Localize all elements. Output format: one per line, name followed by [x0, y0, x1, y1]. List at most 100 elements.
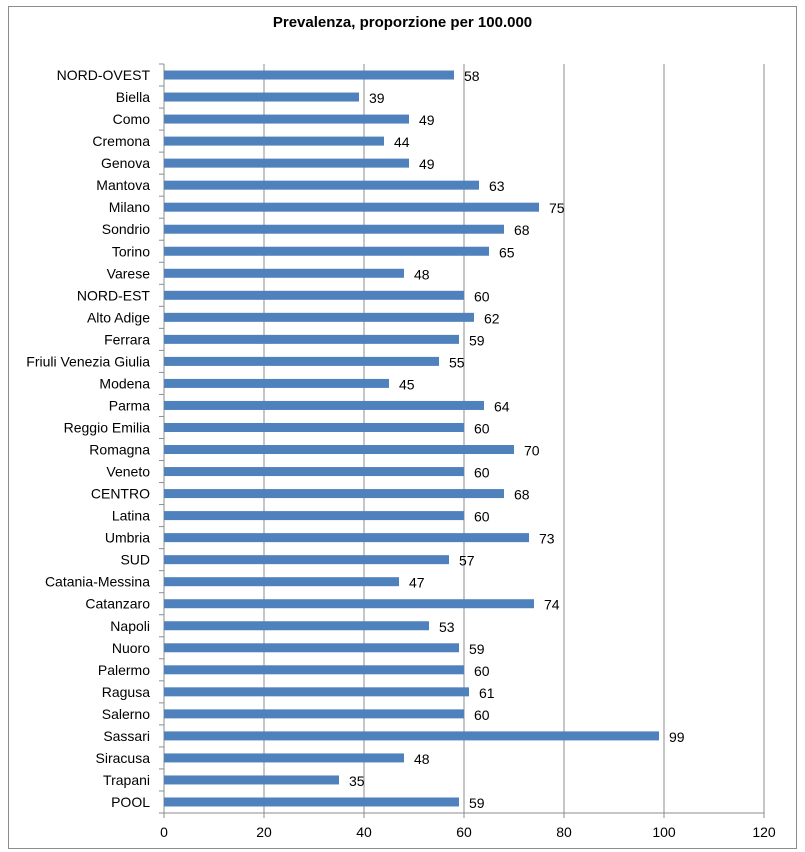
bar	[164, 665, 464, 675]
value-label: 58	[464, 68, 480, 84]
bar	[164, 599, 534, 609]
category-label: Ragusa	[102, 684, 150, 700]
category-label: Umbria	[105, 530, 150, 546]
x-tick-label: 0	[160, 824, 168, 840]
category-label: SUD	[120, 552, 150, 568]
x-tick-label: 120	[752, 824, 776, 840]
bar	[164, 731, 659, 741]
value-label: 63	[489, 178, 505, 194]
value-label: 99	[669, 729, 685, 745]
value-label: 68	[514, 222, 530, 238]
bars	[164, 70, 659, 807]
bar	[164, 312, 474, 322]
bar	[164, 114, 409, 124]
value-label: 60	[474, 509, 490, 525]
bar	[164, 356, 439, 366]
category-label: Nuoro	[112, 640, 150, 656]
bar	[164, 797, 459, 807]
bar	[164, 136, 384, 146]
bar	[164, 775, 339, 785]
category-label: Como	[113, 111, 151, 127]
chart-title: Prevalenza, proporzione per 100.000	[272, 14, 533, 31]
category-label: Veneto	[106, 464, 150, 480]
x-tick-label: 20	[256, 824, 272, 840]
bar	[164, 246, 489, 256]
category-label: Latina	[112, 508, 150, 524]
bar	[164, 709, 464, 719]
x-tick-label: 40	[356, 824, 372, 840]
category-label: POOL	[111, 794, 150, 810]
category-label: Mantova	[96, 177, 150, 193]
bar	[164, 334, 459, 344]
category-label: Palermo	[98, 662, 150, 678]
category-label: NORD-EST	[77, 287, 151, 303]
value-label: 64	[494, 398, 510, 414]
bar	[164, 489, 504, 499]
bar	[164, 202, 539, 212]
bar	[164, 180, 479, 190]
bar	[164, 378, 389, 388]
bar	[164, 643, 459, 653]
category-label: Catanzaro	[85, 596, 150, 612]
category-label: Genova	[101, 155, 150, 171]
value-label: 60	[474, 663, 490, 679]
bar	[164, 511, 464, 521]
bar	[164, 555, 449, 565]
value-label: 49	[419, 156, 435, 172]
category-label: NORD-OVEST	[57, 67, 151, 83]
value-label: 60	[474, 465, 490, 481]
value-label: 60	[474, 288, 490, 304]
axes	[159, 63, 765, 818]
grid-lines	[263, 64, 765, 813]
bar	[164, 422, 464, 432]
category-label: Cremona	[92, 133, 150, 149]
bar	[164, 467, 464, 477]
value-label: 74	[544, 597, 560, 613]
bar	[164, 70, 454, 80]
value-label: 39	[369, 90, 385, 106]
category-label: Catania-Messina	[45, 574, 150, 590]
category-label: Alto Adige	[87, 309, 150, 325]
value-label: 44	[394, 134, 410, 150]
value-label: 62	[484, 310, 500, 326]
value-label: 59	[469, 641, 485, 657]
category-label: Romagna	[89, 442, 150, 458]
category-label: CENTRO	[91, 486, 150, 502]
bar	[164, 621, 429, 631]
category-label: Milano	[109, 199, 150, 215]
bar	[164, 577, 399, 587]
category-label: Varese	[107, 265, 151, 281]
bar	[164, 268, 404, 278]
bar	[164, 290, 464, 300]
bar	[164, 92, 359, 102]
value-label: 55	[449, 354, 465, 370]
value-label: 65	[499, 244, 515, 260]
labels: 0 20 40 60 80 100 120 NORD-OVEST 58 Biella 39 Como 4…	[26, 67, 776, 840]
bar	[164, 687, 469, 697]
bar	[164, 753, 404, 763]
category-label: Sassari	[103, 728, 150, 744]
value-label: 59	[469, 795, 485, 811]
bar	[164, 533, 529, 543]
category-label: Modena	[99, 375, 150, 391]
category-label: Parma	[109, 397, 150, 413]
x-tick-label: 100	[652, 824, 676, 840]
category-label: Trapani	[103, 772, 150, 788]
value-label: 48	[414, 266, 430, 282]
value-label: 49	[419, 112, 435, 128]
value-label: 35	[349, 773, 365, 789]
value-label: 73	[539, 531, 555, 547]
value-label: 60	[474, 420, 490, 436]
value-label: 53	[439, 619, 455, 635]
category-label: Salerno	[102, 706, 150, 722]
category-label: Torino	[112, 243, 150, 259]
category-label: Sondrio	[102, 221, 150, 237]
bar	[164, 158, 409, 168]
category-label: Friuli Venezia Giulia	[26, 353, 150, 369]
value-label: 75	[549, 200, 565, 216]
value-label: 57	[459, 553, 475, 569]
category-label: Biella	[116, 89, 150, 105]
bar	[164, 400, 484, 410]
x-tick-label: 60	[456, 824, 472, 840]
